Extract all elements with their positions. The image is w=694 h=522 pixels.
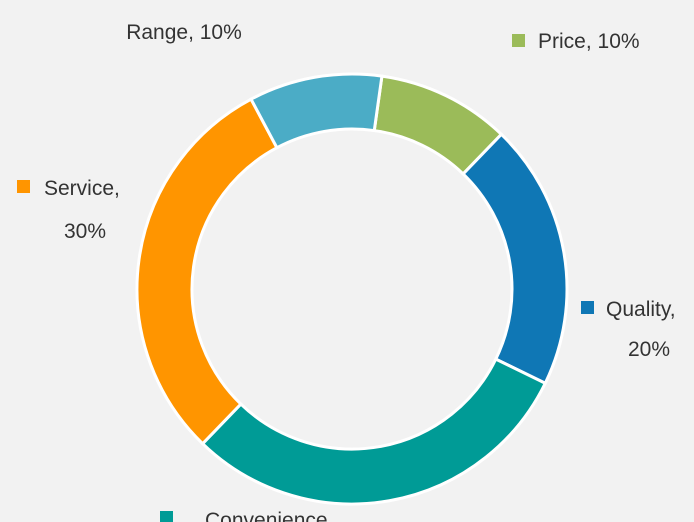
data-label: 30% <box>64 220 106 243</box>
donut-slice <box>461 132 569 386</box>
donut-slice <box>249 72 384 150</box>
data-label: Convenience <box>205 509 328 522</box>
legend-marker <box>581 301 594 314</box>
donut-slice <box>135 97 279 446</box>
donut-slice <box>200 357 548 506</box>
data-label: Service, <box>44 177 120 200</box>
data-label: Price, 10% <box>538 30 640 53</box>
data-label: Quality, <box>606 298 676 321</box>
data-label: Range, 10% <box>126 21 242 44</box>
legend-marker <box>512 34 525 47</box>
legend-marker <box>160 511 173 522</box>
data-label: Product <box>147 0 220 3</box>
legend-marker <box>17 180 30 193</box>
data-label: 20% <box>628 338 670 361</box>
